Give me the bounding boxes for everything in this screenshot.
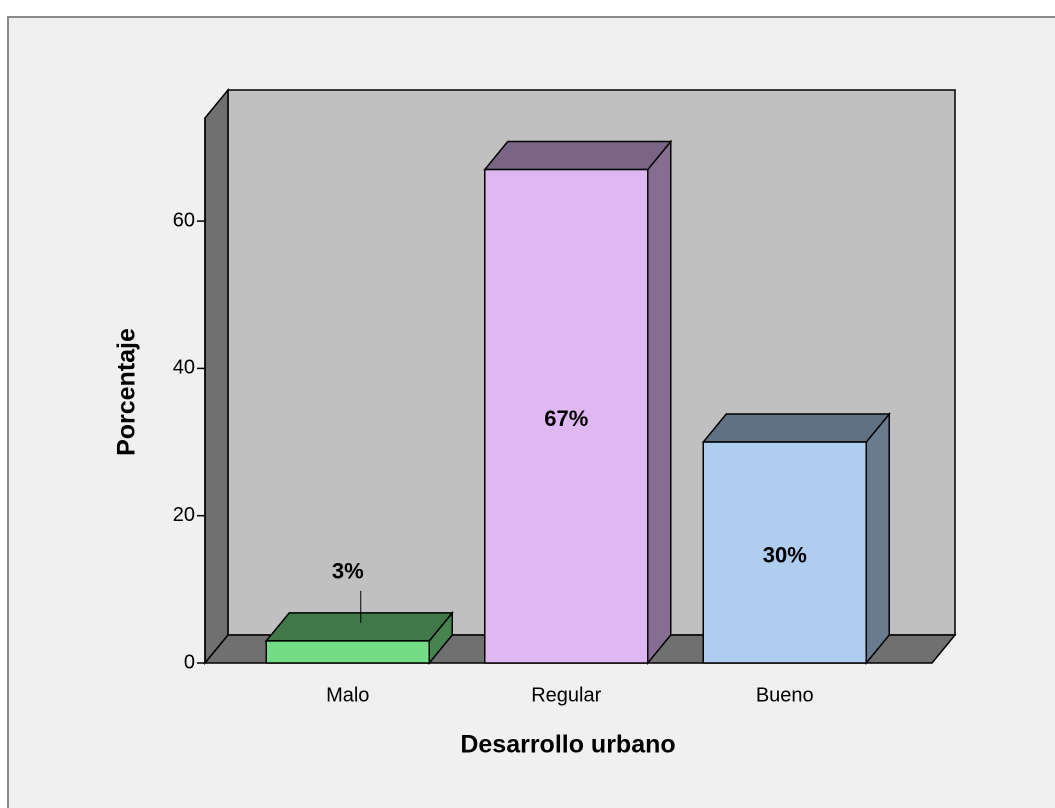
y-tick-label: 20 [173,504,195,526]
x-tick-label: Bueno [756,684,814,706]
x-axis-label: Desarrollo urbano [460,731,675,759]
data-label: 67% [544,406,588,431]
data-label: 3% [332,559,364,584]
y-tick-label: 60 [173,209,195,231]
x-tick-label: Regular [531,684,601,706]
bar-side [647,139,672,666]
bar [265,640,430,664]
bar-top [483,140,673,171]
plot-area: 0 20 40 60 3% Malo 67% Regular 30% Bueno [173,87,957,706]
bar-top [264,612,454,642]
x-tick-label: Malo [326,684,369,706]
y-axis-label: Porcentaje [113,328,141,456]
y-tick-label: 40 [173,357,195,379]
bar-side [865,411,890,666]
data-label: 30% [763,542,807,567]
left-wall [204,87,229,666]
bar [702,441,867,664]
bar-top [701,413,891,443]
bar [484,168,649,664]
y-tick-label: 0 [184,651,195,673]
